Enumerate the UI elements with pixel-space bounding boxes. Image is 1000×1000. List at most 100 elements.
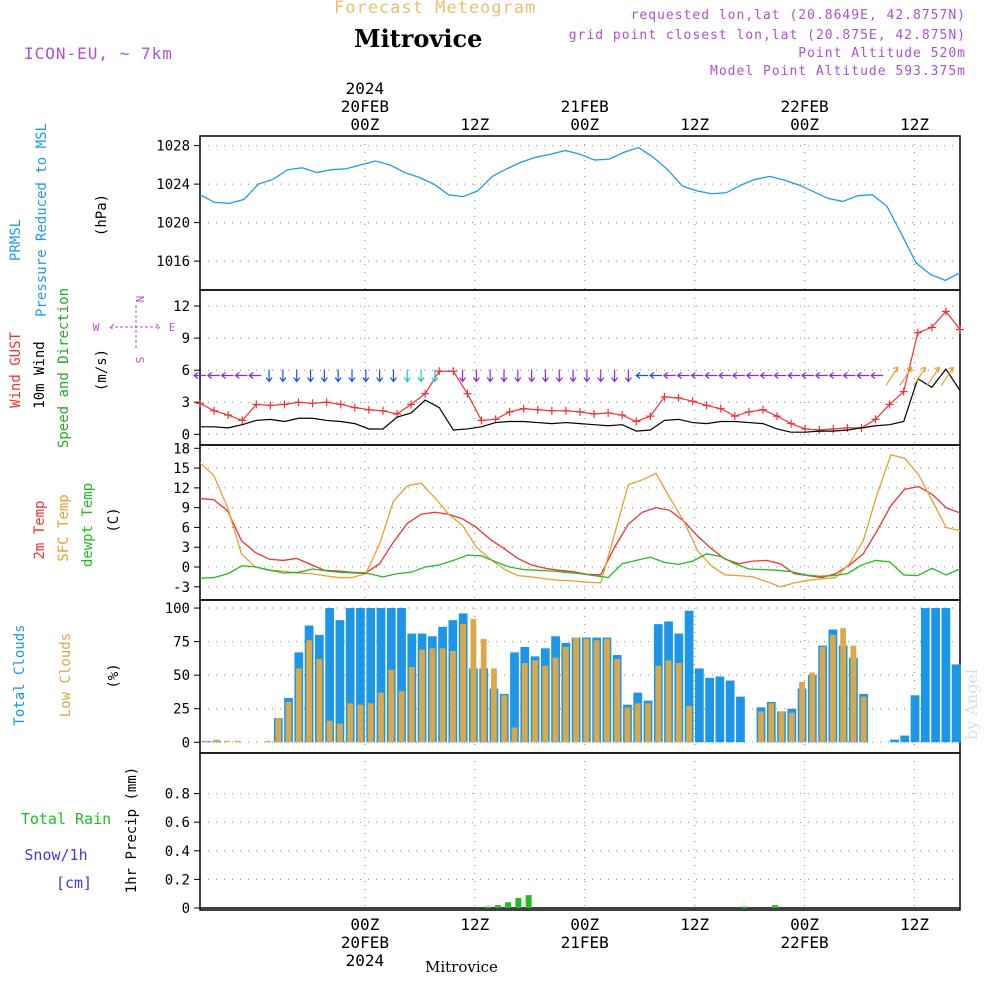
time-axis-bottom-label: 12Z (460, 915, 489, 934)
rain-bar (515, 897, 522, 908)
wind-direction-arrow (870, 372, 884, 379)
low-cloud-bar (234, 740, 241, 743)
time-axis-top-label: 2024 (346, 79, 385, 98)
time-axis-top-label: 20FEB (341, 97, 389, 116)
y-tick-label: 18 (173, 441, 190, 457)
time-axis-top-label: 22FEB (781, 97, 829, 116)
y-tick-label: 100 (165, 601, 190, 617)
low-cloud-bar (367, 703, 374, 743)
wind-direction-arrow (704, 372, 718, 379)
y-tick-label: 0 (182, 560, 190, 576)
low-cloud-bar (655, 665, 662, 743)
low-cloud-bar (491, 668, 497, 743)
wind-direction-arrow (926, 366, 941, 386)
time-axis-bottom-label: 2024 (346, 951, 385, 970)
low-cloud-bar (326, 720, 333, 743)
low-cloud-bar (809, 672, 816, 743)
total-cloud-bar (345, 608, 355, 743)
wind-direction-arrow (307, 369, 315, 383)
y-tick-label: 0.2 (165, 872, 190, 888)
compass-s: S (133, 357, 146, 364)
wind-direction-arrow (486, 369, 494, 383)
low-cloud-bar (675, 663, 682, 743)
low-cloud-bar (429, 648, 436, 743)
low-cloud-bar (501, 695, 508, 743)
wind-direction-arrow (759, 372, 773, 379)
y-tick-label: 15 (173, 461, 190, 477)
low-cloud-bar (573, 637, 579, 743)
temp-unit: (C) (106, 507, 122, 532)
total-cloud-bar (715, 676, 725, 743)
wind-direction-arrow (801, 372, 814, 379)
point-altitude: Point Altitude 520m (798, 46, 966, 61)
low-cloud-bar (860, 696, 867, 743)
wind-direction-arrow (597, 369, 605, 383)
low-cloud-bar (583, 638, 590, 743)
time-axis-top-label: 12Z (680, 115, 709, 134)
low-cloud-bar (624, 707, 631, 743)
y-tick-label: 12 (173, 481, 190, 497)
time-axis-bottom-label: 00Z (790, 915, 819, 934)
time-axis-bottom-label: 12Z (680, 915, 709, 934)
wind-direction-arrow (500, 369, 508, 383)
total-cloud-bar (941, 608, 951, 743)
wind-direction-arrow (376, 369, 384, 383)
wind-direction-arrow (635, 372, 649, 379)
wind-direction-arrow (472, 369, 480, 383)
wind-direction-arrow (856, 372, 870, 379)
wind-direction-arrow (417, 369, 425, 383)
y-tick-label: 3 (182, 540, 190, 556)
wind-direction-arrow (611, 369, 619, 383)
total-cloud-bar (920, 608, 930, 743)
total-cloud-bar (705, 677, 715, 743)
total-cloud-bar (736, 696, 745, 743)
wind-direction-arrow (662, 372, 676, 379)
total-cloud-bar (510, 652, 519, 743)
temp-label-dewpt: dewpt Temp (80, 483, 96, 567)
rain-bar (525, 895, 532, 908)
y-tick-label: 0.8 (165, 787, 190, 803)
time-axis-bottom-label: 00Z (570, 915, 599, 934)
total-cloud-bar (684, 610, 694, 743)
total-cloud-bar (356, 608, 365, 743)
time-axis-bottom-label: 21FEB (561, 933, 609, 952)
y-tick-label: 3 (182, 395, 190, 411)
model-label: ICON-EU, ~ 7km (24, 44, 173, 63)
low-cloud-bar (306, 640, 312, 743)
chart-title: Forecast Meteogram (334, 0, 537, 18)
wind-direction-arrow (265, 369, 273, 383)
precip-label-cm: [cm] (56, 874, 92, 892)
low-cloud-bar (562, 646, 569, 743)
time-axis-top-label: 12Z (460, 115, 489, 134)
wind-direction-arrow (885, 366, 899, 386)
low-cloud-bar (758, 711, 764, 743)
low-cloud-bar (408, 667, 415, 743)
time-axis-bottom-label: 00Z (350, 915, 379, 934)
low-cloud-bar (480, 638, 487, 743)
wind-direction-arrow (206, 372, 220, 379)
compass-e: E (169, 321, 176, 334)
low-cloud-bar (265, 740, 271, 743)
precip-label-rain: Total Rain (21, 810, 111, 828)
wind-direction-arrow (814, 372, 828, 379)
compass-rose (109, 305, 161, 350)
total-cloud-bar (951, 664, 961, 743)
wind-direction-arrow (624, 369, 632, 383)
total-cloud-bar (325, 608, 335, 743)
low-cloud-bar (686, 706, 692, 743)
low-cloud-bar (819, 646, 826, 743)
low-cloud-bar (419, 649, 425, 743)
low-cloud-bar (224, 740, 230, 743)
panel-frame-pressure (199, 135, 961, 291)
low-cloud-bar (449, 651, 456, 743)
low-cloud-bar (295, 668, 302, 743)
wind-direction-arrow (676, 372, 690, 379)
low-cloud-bar (604, 638, 610, 743)
cloud-unit: (%) (106, 663, 122, 688)
pressure-label-msl: Pressure Reduced to MSL (34, 123, 50, 317)
precip-axis-label: 1hr Precip (mm) (124, 767, 140, 893)
wind-direction-arrow (940, 366, 954, 386)
requested-coords: requested lon,lat (20.8649E, 42.8757N) (630, 8, 966, 23)
wind-direction-arrow (569, 369, 577, 383)
